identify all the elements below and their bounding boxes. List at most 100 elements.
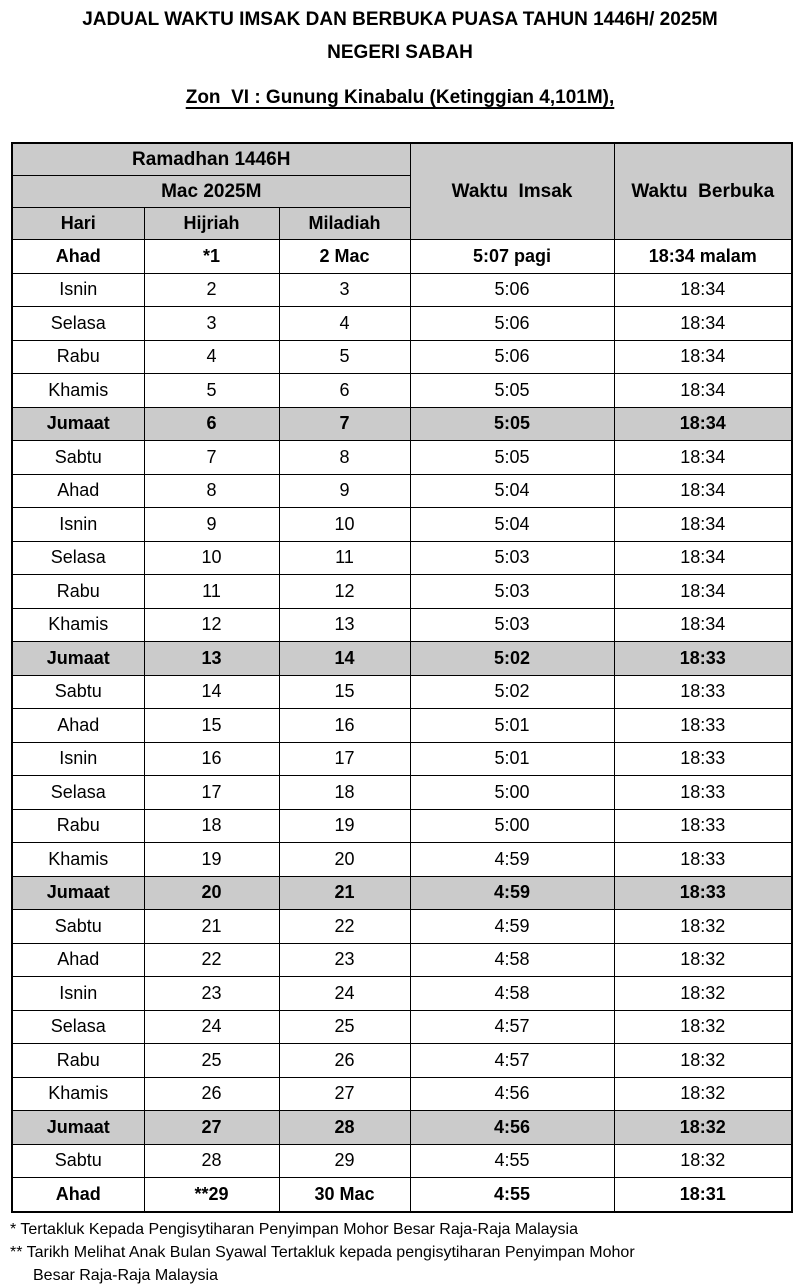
header-hijriah: Hijriah xyxy=(143,207,280,240)
cell-hijriah: 27 xyxy=(143,1110,280,1145)
prayer-schedule-table: Ramadhan 1446H Waktu Imsak Waktu Berbuka… xyxy=(11,142,794,1213)
cell-berbuka: 18:34 xyxy=(613,373,793,408)
cell-hijriah: 25 xyxy=(143,1043,280,1078)
cell-imsak: 5:03 xyxy=(409,607,615,642)
page-subtitle: NEGERI SABAH xyxy=(327,42,473,63)
footnotes: * Tertakluk Kepada Pengisytiharan Penyim… xyxy=(10,1218,800,1287)
cell-berbuka: 18:32 xyxy=(613,942,793,977)
cell-imsak: 4:56 xyxy=(409,1110,615,1145)
cell-imsak: 5:06 xyxy=(409,272,615,307)
cell-miladiah: 10 xyxy=(278,507,411,542)
cell-imsak: 5:05 xyxy=(409,373,615,408)
cell-imsak: 5:04 xyxy=(409,507,615,542)
cell-day: Selasa xyxy=(11,306,145,341)
cell-day: Rabu xyxy=(11,339,145,374)
header-waktu-berbuka: Waktu Berbuka xyxy=(613,142,793,240)
cell-miladiah: 25 xyxy=(278,1009,411,1044)
cell-miladiah: 4 xyxy=(278,306,411,341)
cell-berbuka: 18:32 xyxy=(613,1043,793,1078)
cell-imsak: 4:57 xyxy=(409,1043,615,1078)
cell-hijriah: 16 xyxy=(143,741,280,776)
cell-miladiah: 17 xyxy=(278,741,411,776)
table-row: Jumaat 13 14 5:02 18:33 xyxy=(11,641,793,676)
cell-imsak: 4:59 xyxy=(409,842,615,877)
cell-berbuka: 18:34 xyxy=(613,272,793,307)
cell-imsak: 5:01 xyxy=(409,708,615,743)
cell-miladiah: 16 xyxy=(278,708,411,743)
cell-imsak: 5:04 xyxy=(409,473,615,508)
cell-hijriah: 5 xyxy=(143,373,280,408)
cell-berbuka: 18:32 xyxy=(613,909,793,944)
cell-hijriah: 19 xyxy=(143,842,280,877)
cell-miladiah: 27 xyxy=(278,1076,411,1111)
cell-day: Isnin xyxy=(11,507,145,542)
cell-hijriah: 2 xyxy=(143,272,280,307)
cell-berbuka: 18:34 xyxy=(613,339,793,374)
cell-berbuka: 18:33 xyxy=(613,808,793,843)
cell-berbuka: 18:32 xyxy=(613,1076,793,1111)
cell-miladiah: 21 xyxy=(278,875,411,910)
header-month: Mac 2025M xyxy=(11,175,411,208)
cell-miladiah: 5 xyxy=(278,339,411,374)
cell-day: Khamis xyxy=(11,1076,145,1111)
cell-imsak: 4:58 xyxy=(409,942,615,977)
cell-day: Jumaat xyxy=(11,406,145,441)
cell-day: Rabu xyxy=(11,1043,145,1078)
cell-miladiah: 18 xyxy=(278,775,411,810)
table-row: Khamis 12 13 5:03 18:34 xyxy=(11,607,793,642)
cell-imsak: 5:05 xyxy=(409,406,615,441)
cell-day: Selasa xyxy=(11,775,145,810)
cell-day: Rabu xyxy=(11,808,145,843)
cell-day: Ahad xyxy=(11,942,145,977)
cell-hijriah: 24 xyxy=(143,1009,280,1044)
cell-hijriah: 9 xyxy=(143,507,280,542)
table-row: Isnin 9 10 5:04 18:34 xyxy=(11,507,793,542)
zone-title: Zon VI : Gunung Kinabalu (Ketinggian 4,1… xyxy=(185,87,615,108)
cell-miladiah: 29 xyxy=(278,1143,411,1178)
table-row: Rabu 4 5 5:06 18:34 xyxy=(11,339,793,374)
cell-berbuka: 18:32 xyxy=(613,1110,793,1145)
cell-miladiah: 11 xyxy=(278,540,411,575)
table-row: Ahad **29 30 Mac 4:55 18:31 xyxy=(11,1177,793,1212)
table-row: Rabu 18 19 5:00 18:33 xyxy=(11,808,793,843)
cell-berbuka: 18:33 xyxy=(613,741,793,776)
cell-hijriah: 23 xyxy=(143,976,280,1011)
table-row: Sabtu 14 15 5:02 18:33 xyxy=(11,674,793,709)
cell-miladiah: 30 Mac xyxy=(278,1177,411,1212)
cell-hijriah: 8 xyxy=(143,473,280,508)
cell-berbuka: 18:34 xyxy=(613,507,793,542)
cell-day: Isnin xyxy=(11,976,145,1011)
cell-berbuka: 18:33 xyxy=(613,708,793,743)
cell-hijriah: 13 xyxy=(143,641,280,676)
cell-berbuka: 18:32 xyxy=(613,1143,793,1178)
cell-day: Selasa xyxy=(11,540,145,575)
cell-hijriah: *1 xyxy=(143,239,280,274)
cell-imsak: 5:02 xyxy=(409,674,615,709)
cell-berbuka: 18:33 xyxy=(613,674,793,709)
table-row: Isnin 2 3 5:06 18:34 xyxy=(11,272,793,307)
cell-day: Sabtu xyxy=(11,909,145,944)
cell-imsak: 5:01 xyxy=(409,741,615,776)
table-row: Isnin 23 24 4:58 18:32 xyxy=(11,976,793,1011)
cell-imsak: 4:55 xyxy=(409,1143,615,1178)
cell-day: Khamis xyxy=(11,842,145,877)
table-row: Selasa 10 11 5:03 18:34 xyxy=(11,540,793,575)
table-row: Ahad 22 23 4:58 18:32 xyxy=(11,942,793,977)
table-row: Khamis 19 20 4:59 18:33 xyxy=(11,842,793,877)
cell-hijriah: 22 xyxy=(143,942,280,977)
cell-imsak: 5:03 xyxy=(409,574,615,609)
table-row: Isnin 16 17 5:01 18:33 xyxy=(11,741,793,776)
cell-day: Sabtu xyxy=(11,440,145,475)
cell-day: Jumaat xyxy=(11,1110,145,1145)
footnote-line: * Tertakluk Kepada Pengisytiharan Penyim… xyxy=(10,1220,578,1238)
cell-day: Ahad xyxy=(11,473,145,508)
table-row: Sabtu 21 22 4:59 18:32 xyxy=(11,909,793,944)
cell-berbuka: 18:32 xyxy=(613,1009,793,1044)
cell-day: Selasa xyxy=(11,1009,145,1044)
cell-berbuka: 18:34 malam xyxy=(613,239,793,274)
header-row-month: Mac 2025M xyxy=(11,175,792,208)
cell-day: Khamis xyxy=(11,607,145,642)
header-ramadhan: Ramadhan 1446H xyxy=(11,142,411,176)
cell-day: Ahad xyxy=(11,1177,145,1212)
table-row: Ahad 15 16 5:01 18:33 xyxy=(11,708,793,743)
